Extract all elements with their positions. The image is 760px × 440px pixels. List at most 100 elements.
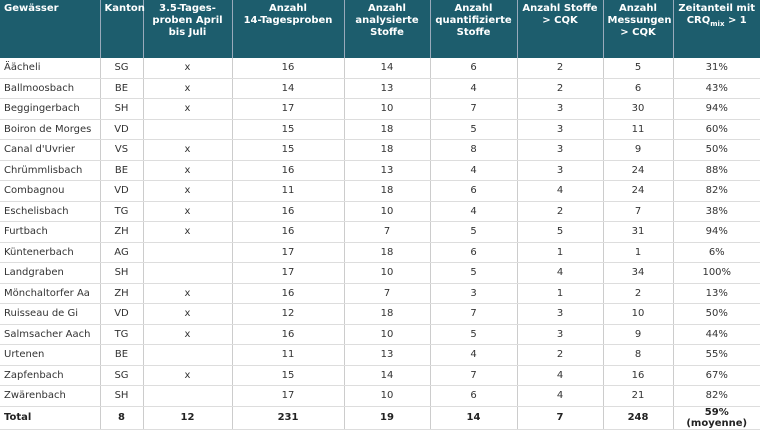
table-cell: 6: [430, 58, 518, 79]
table-row: Ballmoosbach BE x 14 13 4 2 6 43%: [0, 78, 760, 99]
table-cell: 55%: [673, 344, 760, 366]
header-text: > 1: [724, 15, 747, 26]
header-text: Messungen: [607, 15, 672, 26]
table-cell: 44%: [673, 324, 760, 345]
header-row: Gewässer Kanton 3.5-Tages-proben April bis …: [0, 0, 760, 58]
table-cell: 6: [430, 180, 518, 202]
table-cell: Küntenerbach: [0, 242, 101, 263]
header-text: 14-Tagesproben: [243, 15, 333, 26]
table-cell: x: [143, 98, 233, 120]
table-cell: 3: [517, 119, 604, 140]
table-cell: 13: [344, 160, 431, 181]
table-cell: Canal d'Uvrier: [0, 139, 101, 161]
table-cell: 14: [344, 365, 431, 386]
table-cell: 14: [232, 78, 345, 99]
table-cell: 10: [344, 324, 431, 345]
table-cell: Furtbach: [0, 221, 101, 243]
table-cell: x: [143, 303, 233, 325]
table-cell: 3: [517, 98, 604, 120]
table-cell: 16: [232, 160, 345, 181]
table-cell: 4: [517, 385, 604, 407]
table-cell: SH: [100, 385, 144, 407]
table-cell: Combagnou: [0, 180, 101, 202]
table-cell: 5: [430, 221, 518, 243]
table-cell: Boiron de Morges: [0, 119, 101, 140]
table-cell: x: [143, 78, 233, 99]
table-cell: 5: [603, 58, 674, 79]
table-cell: 16: [232, 283, 345, 304]
table-cell: VD: [100, 119, 144, 140]
table-cell: 7: [344, 221, 431, 243]
table-cell: 1: [517, 283, 604, 304]
table-cell: 38%: [673, 201, 760, 222]
table-cell: [143, 119, 233, 140]
header-text: Stoffe: [370, 27, 404, 38]
table-row: Landgraben SH 17 10 5 4 34 100%: [0, 262, 760, 284]
table-cell: 6%: [673, 242, 760, 263]
table-body: Äächeli SG x 16 14 6 2 5 31% Ballmoosbach BE x 14 13 4…: [0, 58, 760, 430]
table-cell: Mönchaltorfer Aa: [0, 283, 101, 304]
table-cell: [143, 385, 233, 407]
total-cell: 12: [143, 405, 233, 430]
table-row: Beggingerbach SH x 17 10 7 3 30 94%: [0, 98, 760, 120]
header-cell: Zeitanteil mit CRQmix > 1: [673, 0, 760, 58]
table-cell: VS: [100, 139, 144, 161]
table-cell: 4: [430, 201, 518, 222]
header-text: Zeitanteil mit: [678, 3, 756, 14]
table-row: Canal d'Uvrier VS x 15 18 8 3 9 50%: [0, 139, 760, 161]
table-cell: 12: [232, 303, 345, 325]
table-cell: AG: [100, 242, 144, 263]
header-cell: Anzahl 14-Tagesproben: [232, 0, 345, 58]
table-cell: 15: [232, 139, 345, 161]
table-cell: 2: [517, 344, 604, 366]
header-text: quantifizierte: [435, 15, 512, 26]
table-row: Ruisseau de Gi VD x 12 18 7 3 10 50%: [0, 303, 760, 325]
table-cell: x: [143, 180, 233, 202]
data-table: Gewässer Kanton 3.5-Tages-proben April bis …: [0, 0, 760, 430]
table-cell: 14: [344, 58, 431, 79]
header-cell: Anzahl Messungen > CQK: [603, 0, 674, 58]
table-cell: 24: [603, 180, 674, 202]
table-cell: 4: [517, 365, 604, 386]
table-cell: 11: [232, 344, 345, 366]
header-text: Anzahl: [619, 3, 657, 14]
total-cell: 8: [100, 405, 144, 430]
table-cell: BE: [100, 160, 144, 181]
table-cell: 6: [430, 385, 518, 407]
table-cell: 88%: [673, 160, 760, 181]
table-cell: 4: [517, 180, 604, 202]
table-cell: 5: [430, 119, 518, 140]
table-cell: Ruisseau de Gi: [0, 303, 101, 325]
table-cell: 3: [517, 139, 604, 161]
table-cell: 10: [603, 303, 674, 325]
table-cell: 16: [232, 58, 345, 79]
header-cell: Kanton: [100, 0, 145, 58]
header-text: Anzahl Stoffe: [522, 3, 598, 14]
header-text: 3.5-Tages-: [159, 3, 216, 14]
table-cell: 10: [344, 201, 431, 222]
table-cell: x: [143, 221, 233, 243]
table-cell: 7: [344, 283, 431, 304]
table-cell: VD: [100, 303, 144, 325]
total-cell: 14: [430, 405, 518, 430]
table-row: Äächeli SG x 16 14 6 2 5 31%: [0, 58, 760, 79]
table-cell: 10: [344, 385, 431, 407]
table-cell: 18: [344, 139, 431, 161]
total-cell: 19: [344, 405, 431, 430]
table-cell: [143, 242, 233, 263]
header-text: Anzahl: [454, 3, 493, 14]
header-text: > CQK: [542, 15, 578, 26]
table-cell: x: [143, 365, 233, 386]
table-cell: 50%: [673, 139, 760, 161]
table-cell: 16: [232, 221, 345, 243]
table-cell: Zapfenbach: [0, 365, 101, 386]
table-cell: 1: [603, 242, 674, 263]
table-cell: TG: [100, 201, 144, 222]
table-cell: 3: [430, 283, 518, 304]
header-cell: Gewässer: [0, 0, 101, 58]
table-cell: 13: [344, 344, 431, 366]
total-cell: 7: [517, 405, 604, 430]
table-cell: 7: [430, 365, 518, 386]
table-cell: Zwärenbach: [0, 385, 101, 407]
table-cell: 9: [603, 139, 674, 161]
